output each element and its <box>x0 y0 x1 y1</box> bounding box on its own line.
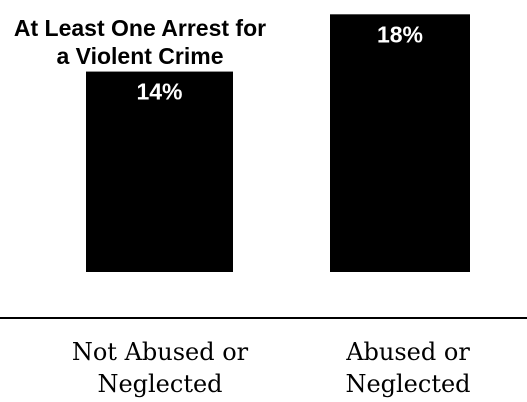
category-label-2-line-2: Neglected <box>345 370 470 398</box>
bar-value-label-1: 14% <box>136 79 182 105</box>
category-labels: Not Abused or Neglected Abused or Neglected <box>72 338 471 398</box>
bar-2 <box>330 14 470 272</box>
category-label-1-line-2: Neglected <box>97 370 222 398</box>
chart-title-line-2: a Violent Crime <box>56 43 223 69</box>
bars-layer: 14% 18% <box>86 14 470 272</box>
chart-title-line-1: At Least One Arrest for <box>14 15 266 41</box>
category-label-2-line-1: Abused or <box>345 338 470 366</box>
category-label-1-line-1: Not Abused or <box>72 338 249 366</box>
chart-title: At Least One Arrest for a Violent Crime <box>14 15 266 69</box>
bar-value-label-2: 18% <box>377 21 423 47</box>
bar-1 <box>86 71 233 272</box>
